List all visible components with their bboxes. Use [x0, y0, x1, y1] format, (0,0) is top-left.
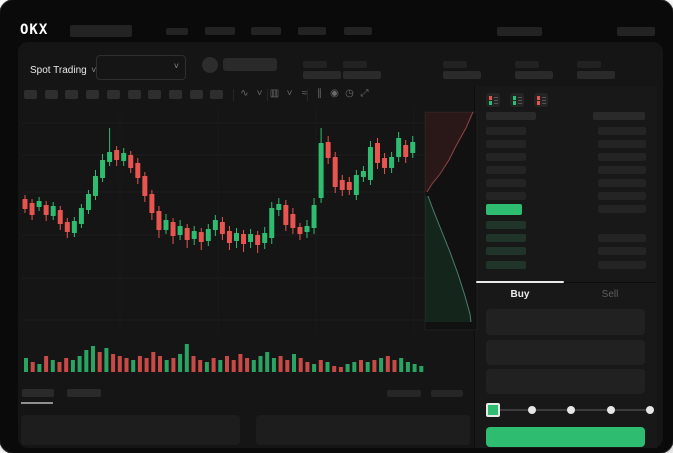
- bottom-tab-placeholder[interactable]: [67, 389, 101, 397]
- chevron-down-icon[interactable]: ˅: [256, 88, 263, 99]
- interval-button[interactable]: [106, 90, 120, 99]
- orderbook-bid-amount: [598, 234, 646, 242]
- fullscreen-icon[interactable]: ⤢: [360, 88, 369, 99]
- interval-button[interactable]: [44, 90, 58, 99]
- nav-item-placeholder[interactable]: [70, 25, 132, 37]
- order-input-field[interactable]: [486, 309, 645, 335]
- orderbook-header-amount: [593, 112, 645, 120]
- orderbook-bid-amount: [598, 261, 646, 269]
- orderbook-ask-price[interactable]: [486, 192, 526, 200]
- interval-button[interactable]: [210, 90, 224, 99]
- bottom-tab-active-underline: [21, 402, 53, 404]
- interval-button[interactable]: [24, 90, 37, 99]
- orderbook-ask-price[interactable]: [486, 179, 526, 187]
- orderbook-ask-amount: [598, 179, 646, 187]
- orderbook-bid-price[interactable]: [486, 221, 526, 229]
- orderbook-ask-price[interactable]: [486, 153, 526, 161]
- nav-item-placeholder[interactable]: [205, 27, 235, 35]
- interval-button[interactable]: [86, 90, 100, 99]
- orderbook-bid-price[interactable]: [486, 234, 526, 242]
- orderbook-header-price: [486, 112, 536, 120]
- indicator-icon[interactable]: ≈: [301, 88, 308, 99]
- market-type-label: Spot Trading: [30, 65, 87, 76]
- orderbook-ask-price[interactable]: [486, 166, 526, 174]
- panel-divider: [474, 282, 656, 283]
- buy-tab-indicator: [476, 281, 564, 283]
- interval-button[interactable]: [168, 90, 182, 99]
- ticker-stat-value: [443, 71, 481, 79]
- orderbook-ask-price[interactable]: [486, 140, 526, 148]
- ticker-stat-label: [343, 61, 367, 68]
- orderbook-split-view-icon[interactable]: [486, 93, 500, 107]
- nav-item-placeholder[interactable]: [497, 27, 542, 36]
- orderbook-bid-amount: [598, 247, 646, 255]
- slider-dot[interactable]: [606, 406, 615, 414]
- interval-button[interactable]: [127, 90, 141, 99]
- bottom-panel: [21, 415, 240, 445]
- orderbook-ask-amount: [598, 192, 646, 200]
- order-input-field[interactable]: [486, 340, 645, 365]
- draw-tools-icon[interactable]: ∥: [317, 88, 322, 99]
- slider-dot[interactable]: [527, 406, 536, 414]
- orderbook-ask-price[interactable]: [486, 127, 526, 135]
- okx-logo: OKX: [20, 22, 49, 38]
- interval-button[interactable]: [65, 90, 79, 99]
- orderbook-sell-view-icon[interactable]: [534, 93, 548, 107]
- chevron-down-icon: ˅: [91, 65, 97, 75]
- line-chart-icon[interactable]: ∿: [240, 88, 249, 99]
- interval-button[interactable]: [148, 90, 162, 99]
- orderbook-buy-view-icon[interactable]: [510, 93, 524, 107]
- ticker-stat-value: [515, 71, 553, 79]
- nav-item-placeholder[interactable]: [166, 28, 188, 35]
- ticker-stat-label: [515, 61, 539, 68]
- nav-item-placeholder[interactable]: [298, 27, 326, 35]
- price-chart[interactable]: [18, 100, 478, 380]
- token-icon: [202, 57, 218, 73]
- slider-dot[interactable]: [646, 406, 654, 414]
- market-type-selector[interactable]: Spot Trading ˅: [30, 60, 96, 78]
- chevron-down-icon[interactable]: ˅: [286, 88, 293, 99]
- ticker-stat-label: [303, 61, 327, 68]
- nav-item-placeholder[interactable]: [251, 27, 281, 35]
- ticker-stat-value: [303, 71, 341, 79]
- orderbook-last-amount: [598, 205, 646, 213]
- tab-sell[interactable]: Sell: [601, 289, 619, 300]
- orderbook-ask-amount: [598, 127, 646, 135]
- toolbar-divider: [267, 89, 268, 101]
- nav-item-placeholder[interactable]: [617, 27, 655, 36]
- bottom-action-placeholder[interactable]: [387, 390, 421, 397]
- bottom-tab-placeholder[interactable]: [22, 389, 54, 397]
- interval-button[interactable]: [189, 90, 203, 99]
- candle-style-icon[interactable]: ▥: [269, 88, 280, 99]
- toolbar-divider: [307, 89, 308, 101]
- ticker-stat-label: [577, 61, 601, 68]
- orderbook-ask-amount: [598, 153, 646, 161]
- history-icon[interactable]: ◷: [345, 88, 354, 99]
- pair-select-dropdown[interactable]: ˅: [96, 55, 186, 80]
- amount-slider-handle[interactable]: [486, 403, 500, 417]
- orderbook-ask-amount: [598, 166, 646, 174]
- ticker-stat-value: [577, 71, 615, 79]
- bottom-panel: [256, 415, 470, 445]
- ticker-stat-label: [443, 61, 467, 68]
- slider-dot[interactable]: [567, 406, 575, 414]
- orderbook-ask-amount: [598, 140, 646, 148]
- pair-name-placeholder: [223, 58, 277, 71]
- orderbook-last-price: [486, 204, 522, 215]
- ticker-stat-value: [343, 71, 381, 79]
- nav-item-placeholder[interactable]: [344, 27, 372, 35]
- order-input-field[interactable]: [486, 369, 645, 394]
- chevron-down-icon: ˅: [173, 61, 179, 71]
- buy-submit-button[interactable]: [486, 427, 645, 447]
- toolbar-divider: [233, 89, 234, 101]
- bottom-action-placeholder[interactable]: [431, 390, 463, 397]
- tab-buy[interactable]: Buy: [510, 289, 530, 300]
- camera-icon[interactable]: ◉: [330, 88, 339, 99]
- orderbook-bid-price[interactable]: [486, 247, 526, 255]
- orderbook-bid-price[interactable]: [486, 261, 526, 269]
